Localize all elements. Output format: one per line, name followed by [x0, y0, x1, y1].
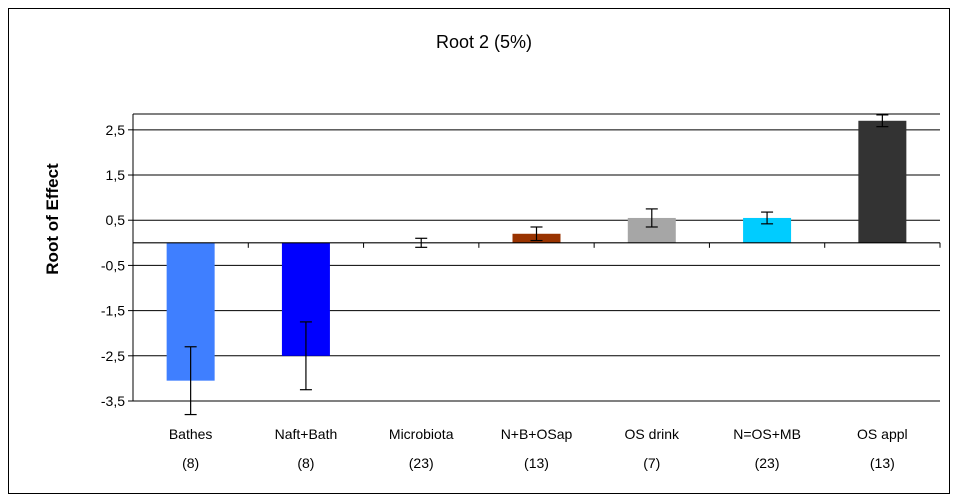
- bar: [858, 120, 907, 243]
- category-label: OS drink: [625, 426, 680, 442]
- category-count-label: (23): [755, 455, 780, 471]
- y-tick-label: -1,5: [101, 303, 125, 319]
- y-tick-label: -0,5: [101, 257, 125, 273]
- category-count-label: (8): [182, 455, 199, 471]
- category-label: Microbiota: [389, 426, 454, 442]
- category-label: Bathes: [169, 426, 213, 442]
- y-tick-label: 1,5: [106, 167, 126, 183]
- category-label: Naft+Bath: [275, 426, 338, 442]
- category-count-label: (7): [643, 455, 660, 471]
- category-count-label: (13): [524, 455, 549, 471]
- category-label: N=OS+MB: [733, 426, 801, 442]
- category-label: N+B+OSap: [501, 426, 573, 442]
- category-count-label: (8): [297, 455, 314, 471]
- category-count-label: (23): [409, 455, 434, 471]
- category-label: OS appl: [857, 426, 908, 442]
- category-count-label: (13): [870, 455, 895, 471]
- y-tick-label: -2,5: [101, 348, 125, 364]
- plot-background: [133, 114, 940, 401]
- chart-title: Root 2 (5%): [436, 32, 532, 52]
- y-tick-label: 2,5: [106, 122, 126, 138]
- y-tick-label: 0,5: [106, 212, 126, 228]
- y-tick-label: -3,5: [101, 393, 125, 409]
- y-axis-label: Root of Effect: [43, 163, 62, 275]
- plot-area: 2,5 1,5 0,5 -0,5 -1,5 -2,5 -3,5 Bathes (8) Naft+B…: [101, 113, 941, 471]
